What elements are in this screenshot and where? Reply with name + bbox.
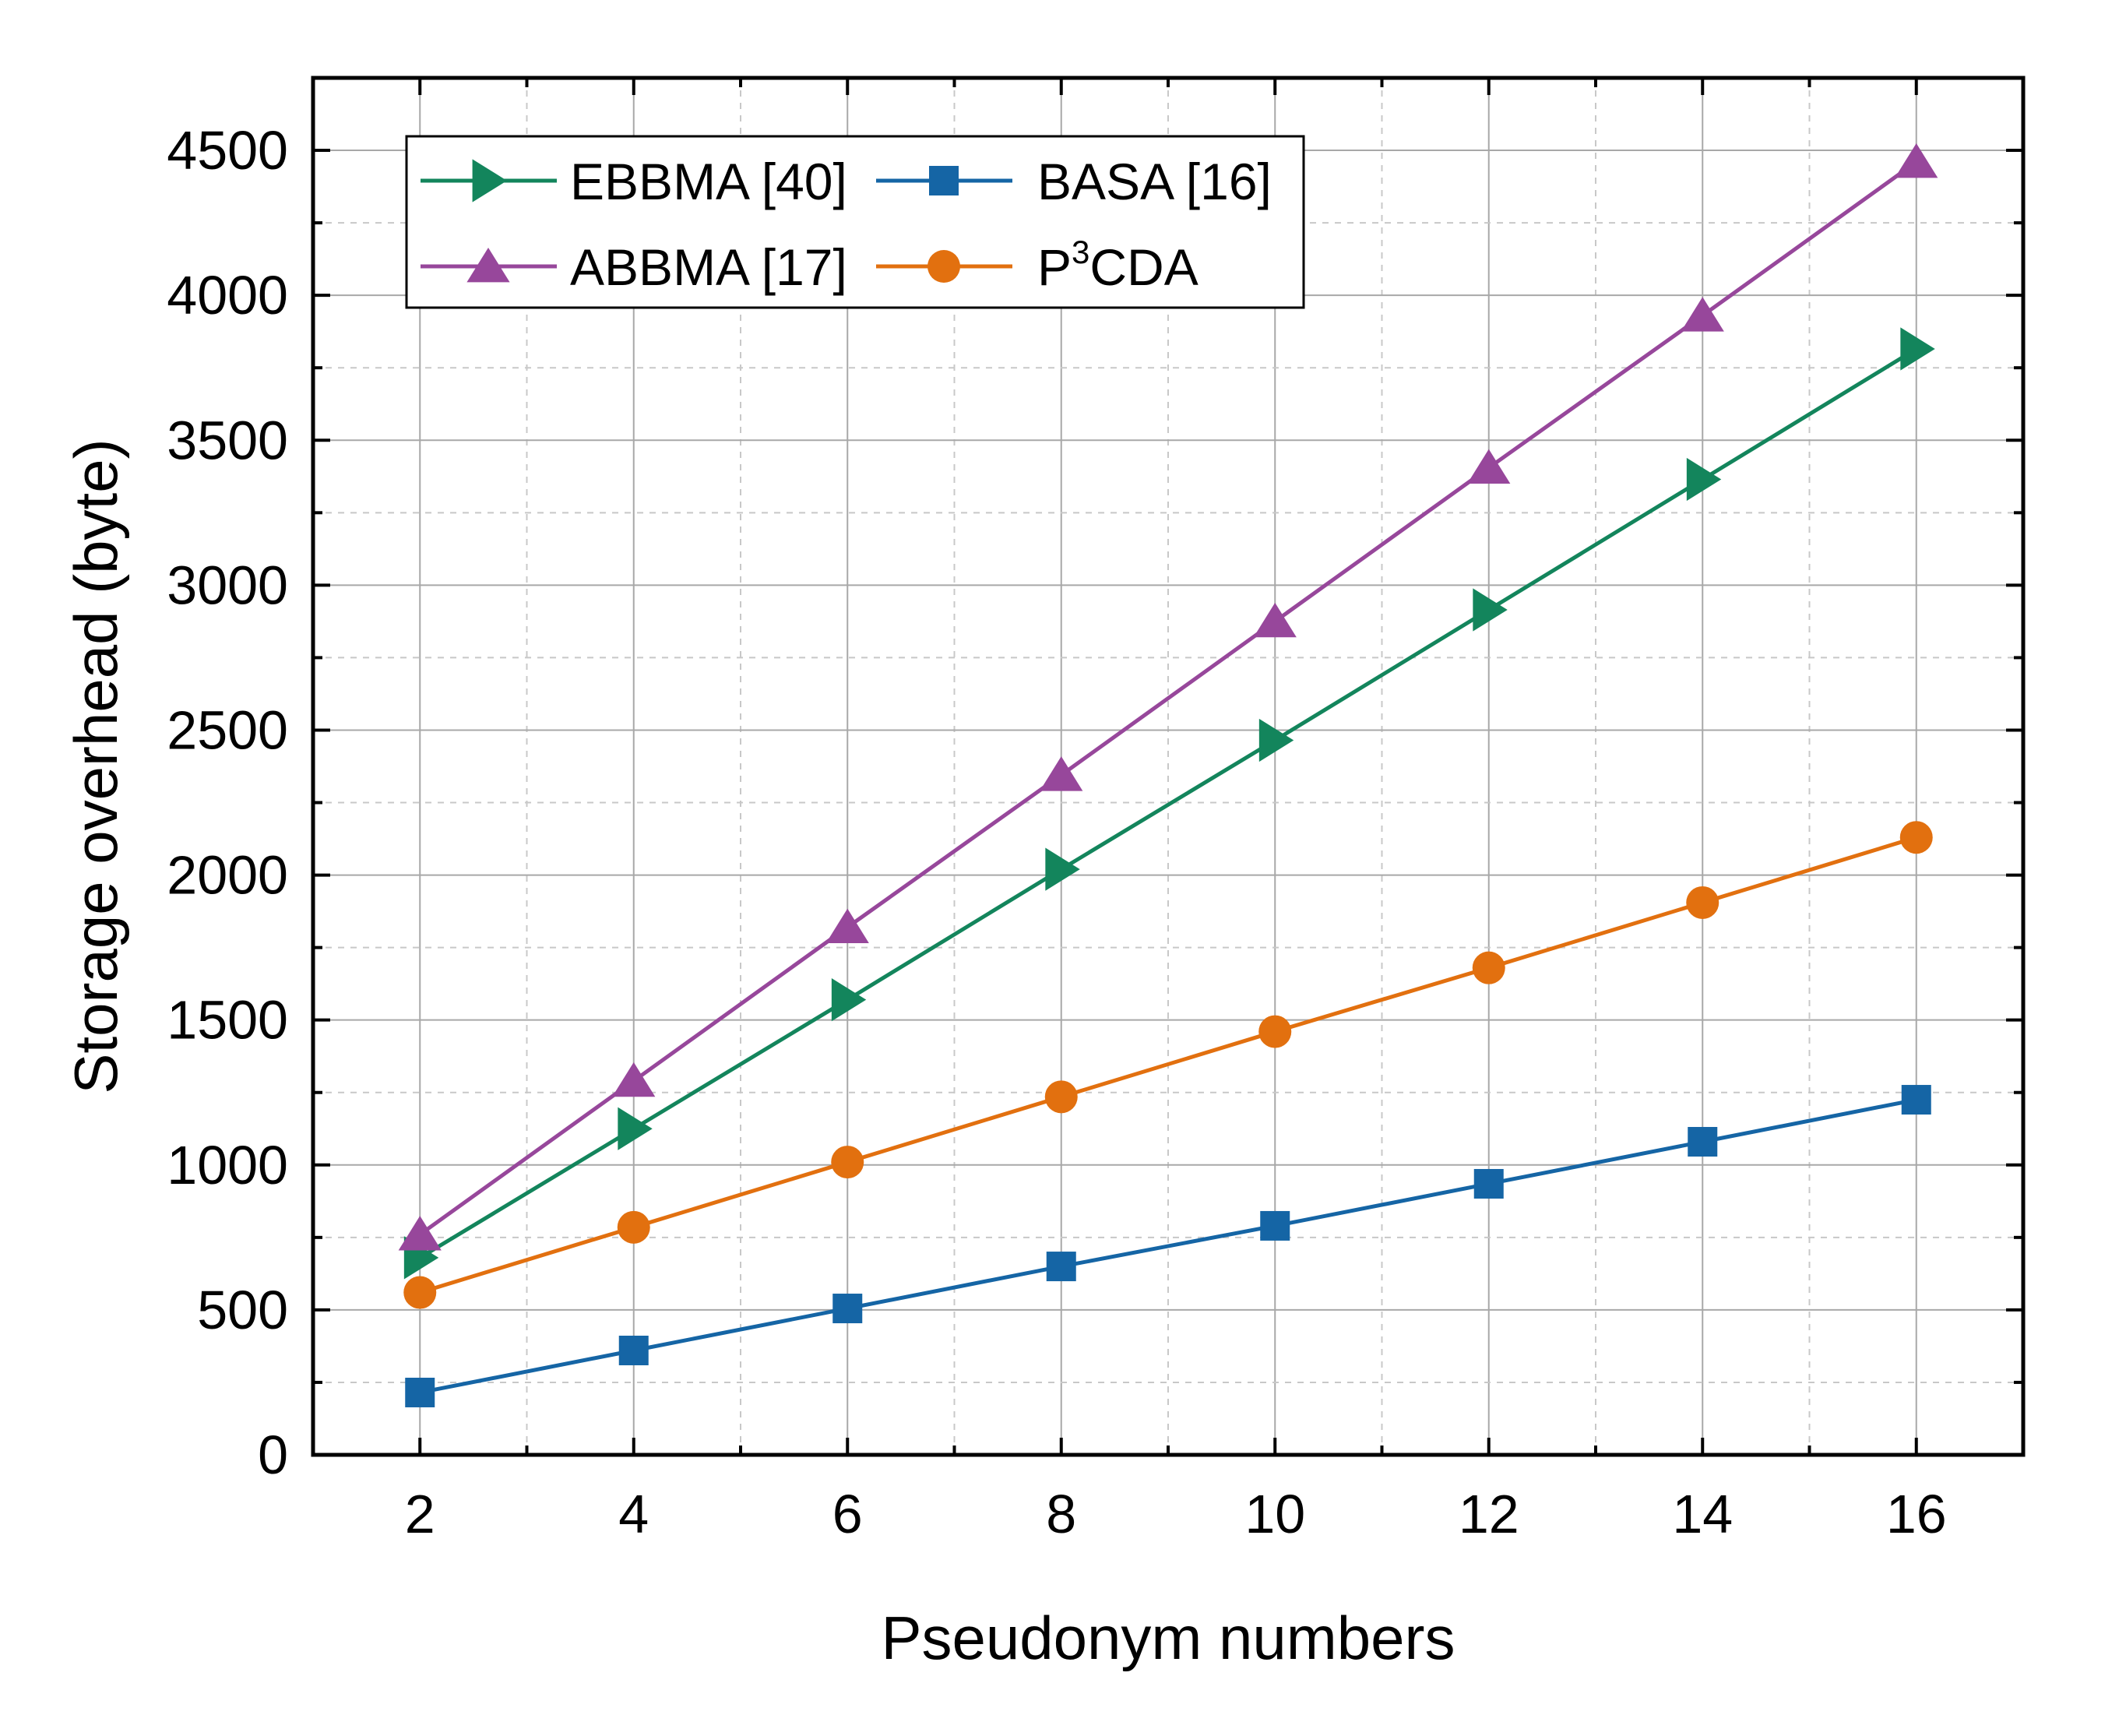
- data-point-p3cda: [1258, 1015, 1292, 1048]
- series-ebbma: [403, 327, 1935, 1280]
- data-point-p3cda: [1472, 951, 1505, 984]
- data-point-abbma: [1253, 602, 1297, 638]
- y-tick-label: 1500: [167, 990, 288, 1051]
- y-tick-label: 4000: [167, 265, 288, 326]
- legend-label-ebbma: EBBMA [40]: [570, 153, 847, 210]
- data-point-abbma: [612, 1062, 656, 1097]
- legend-marker-basa: [929, 166, 959, 195]
- x-tick-label: 8: [1046, 1484, 1076, 1544]
- y-tick-label: 1000: [167, 1135, 288, 1195]
- data-point-ebbma: [831, 978, 867, 1022]
- legend-marker-abbma: [466, 248, 510, 283]
- data-point-ebbma: [618, 1107, 653, 1150]
- series-basa: [405, 1085, 1931, 1407]
- legend-label-abbma: ABBMA [17]: [570, 238, 847, 296]
- data-point-ebbma: [1045, 847, 1080, 891]
- series-line-p3cda: [419, 835, 1917, 1294]
- data-point-basa: [1046, 1252, 1076, 1282]
- data-point-basa: [1901, 1085, 1931, 1115]
- data-point-abbma: [825, 908, 869, 943]
- data-point-basa: [1688, 1127, 1718, 1157]
- legend-marker-p3cda: [927, 250, 960, 283]
- data-point-p3cda: [1899, 821, 1933, 854]
- legend-label-p3cda: P3CDA: [1037, 234, 1199, 296]
- y-tick-label: 4500: [167, 120, 288, 181]
- data-point-basa: [405, 1377, 435, 1407]
- x-tick-label: 2: [405, 1484, 435, 1544]
- data-point-basa: [618, 1336, 649, 1366]
- legend-swatch-basa: [876, 166, 1012, 195]
- x-tick-label: 4: [618, 1484, 649, 1544]
- x-tick-label: 12: [1459, 1484, 1519, 1544]
- y-tick-label: 0: [258, 1424, 288, 1485]
- series-line-abbma: [418, 160, 1918, 1237]
- data-point-basa: [1473, 1168, 1504, 1199]
- legend-label-p3cda-rest: CDA: [1089, 238, 1198, 296]
- data-point-p3cda: [403, 1276, 437, 1309]
- data-point-abbma: [398, 1216, 442, 1251]
- y-tick-label: 2000: [167, 845, 288, 906]
- legend-label-p3cda-sup: 3: [1072, 234, 1089, 270]
- x-tick-label: 14: [1672, 1484, 1733, 1544]
- data-point-ebbma: [1686, 457, 1722, 502]
- y-tick-label: 3000: [167, 555, 288, 615]
- x-tick-label: 10: [1244, 1484, 1305, 1544]
- data-point-p3cda: [617, 1210, 650, 1244]
- y-axis-title: Storage overhead (byte): [62, 438, 130, 1093]
- y-tick-label: 2500: [167, 699, 288, 760]
- y-tick-label: 500: [197, 1280, 288, 1340]
- y-tick-label: 3500: [167, 410, 288, 470]
- legend-box: [405, 135, 1305, 309]
- legend-swatch-p3cda: [876, 250, 1012, 283]
- x-tick-label: 6: [832, 1484, 863, 1544]
- data-point-p3cda: [1044, 1080, 1078, 1114]
- data-point-abbma: [1681, 297, 1724, 332]
- legend: EBBMA [40] BASA [16] ABBMA [17] P3CDA: [405, 135, 1305, 309]
- x-tick-label: 16: [1886, 1484, 1947, 1544]
- series-line-basa: [419, 1097, 1917, 1395]
- legend-items: [421, 159, 1012, 283]
- axis-ticks: [312, 76, 2025, 1456]
- legend-label-p3cda-base: P: [1037, 238, 1072, 296]
- legend-swatch-abbma: [421, 248, 557, 283]
- data-point-ebbma: [1258, 718, 1294, 762]
- data-point-basa: [1260, 1210, 1290, 1241]
- data-point-abbma: [1040, 756, 1083, 791]
- series-line-ebbma: [418, 347, 1918, 1260]
- legend-swatch-ebbma: [421, 159, 557, 202]
- series-p3cda: [403, 821, 1933, 1309]
- data-point-ebbma: [1900, 327, 1935, 371]
- legend-marker-ebbma: [472, 159, 507, 202]
- legend-label-basa: BASA [16]: [1037, 153, 1272, 210]
- data-point-p3cda: [1686, 886, 1719, 919]
- data-point-basa: [832, 1294, 863, 1324]
- data-point-p3cda: [831, 1146, 864, 1179]
- data-point-abbma: [1895, 143, 1938, 178]
- data-point-abbma: [1467, 449, 1511, 484]
- series-layer: [398, 143, 1938, 1407]
- axis-tick-labels: 2 4 6 8 10 12 14 16 0 500 1000 1500 2000 2500 3000 3500…: [167, 120, 1946, 1544]
- data-point-ebbma: [1473, 588, 1508, 632]
- series-abbma: [398, 143, 1938, 1251]
- x-axis-title: Pseudonym numbers: [881, 1604, 1455, 1672]
